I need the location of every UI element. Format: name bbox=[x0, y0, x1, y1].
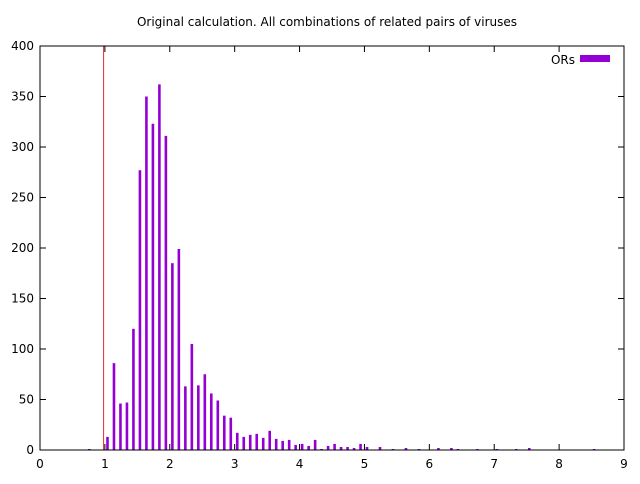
y-tick-label: 50 bbox=[19, 393, 34, 407]
x-tick-label: 3 bbox=[231, 457, 239, 471]
histogram-bar bbox=[171, 263, 174, 450]
y-tick-label: 150 bbox=[11, 292, 34, 306]
y-tick-label: 200 bbox=[11, 241, 34, 255]
histogram-bar bbox=[365, 446, 369, 450]
histogram-bar bbox=[281, 440, 284, 450]
histogram-bar bbox=[112, 363, 116, 450]
histogram-bar bbox=[216, 400, 220, 450]
histogram-bar bbox=[339, 446, 343, 450]
histogram-bar bbox=[119, 403, 122, 450]
y-tick-label: 100 bbox=[11, 342, 34, 356]
histogram-bar bbox=[138, 170, 142, 451]
histogram-bar bbox=[151, 123, 155, 451]
chart-title: Original calculation. All combinations o… bbox=[137, 15, 517, 29]
histogram-bar bbox=[300, 443, 304, 450]
histogram-bar bbox=[222, 415, 226, 450]
histogram-bar bbox=[514, 448, 518, 450]
histogram-bar bbox=[294, 444, 297, 450]
histogram-bar bbox=[106, 436, 109, 450]
histogram-bar bbox=[274, 438, 278, 450]
x-tick-label: 2 bbox=[166, 457, 174, 471]
histogram-bar bbox=[450, 447, 453, 450]
histogram-bar bbox=[417, 448, 421, 450]
histogram-bar bbox=[287, 439, 291, 450]
plot-frame bbox=[39, 45, 625, 451]
x-tick-label: 4 bbox=[296, 457, 304, 471]
histogram-bar bbox=[359, 443, 362, 450]
histogram-bar bbox=[346, 446, 349, 450]
histogram-bar bbox=[352, 447, 356, 450]
histogram-bar bbox=[326, 445, 330, 450]
histogram-bar bbox=[164, 135, 168, 450]
x-tick-label: 0 bbox=[36, 457, 44, 471]
histogram-bar bbox=[229, 417, 233, 450]
histogram-bar bbox=[197, 385, 200, 450]
histogram-bar bbox=[592, 448, 596, 450]
histogram-bar bbox=[313, 439, 317, 450]
y-tick-label: 400 bbox=[11, 39, 34, 53]
histogram-bar bbox=[145, 96, 148, 450]
x-tick-label: 6 bbox=[426, 457, 434, 471]
histogram-bar bbox=[456, 448, 460, 450]
histogram-bar bbox=[248, 434, 252, 450]
x-tick-label: 5 bbox=[361, 457, 369, 471]
x-tick-label: 1 bbox=[101, 457, 109, 471]
legend-swatch-ors bbox=[580, 55, 610, 62]
histogram-bar bbox=[437, 447, 440, 450]
histogram-bar bbox=[255, 433, 259, 450]
histogram-bar bbox=[261, 437, 265, 450]
histogram-bar bbox=[242, 436, 246, 450]
histogram-bar bbox=[190, 343, 194, 450]
histogram-bar bbox=[404, 447, 408, 450]
histogram-bar bbox=[476, 448, 479, 450]
histogram-bar bbox=[125, 402, 129, 450]
histogram-bar bbox=[307, 445, 310, 450]
histogram-bar bbox=[333, 443, 336, 450]
histogram-bar bbox=[320, 448, 323, 450]
legend-label-ors: ORs bbox=[551, 53, 575, 67]
histogram-bar bbox=[235, 432, 239, 450]
histogram-bar bbox=[495, 448, 499, 450]
histogram-bar bbox=[158, 84, 161, 450]
legend: ORs bbox=[551, 53, 610, 67]
histogram-bar bbox=[177, 249, 181, 450]
y-tick-label: 350 bbox=[11, 90, 34, 104]
x-tick-label: 7 bbox=[490, 457, 498, 471]
histogram-bar bbox=[527, 447, 531, 450]
histogram-bar bbox=[203, 374, 207, 450]
histogram-bar bbox=[378, 446, 382, 450]
y-tick-label: 0 bbox=[26, 443, 34, 457]
histogram-bar bbox=[210, 393, 213, 450]
histogram-bar bbox=[132, 328, 135, 450]
histogram-bar bbox=[184, 386, 187, 450]
x-tick-label: 8 bbox=[555, 457, 563, 471]
x-tick-label: 9 bbox=[620, 457, 628, 471]
histogram-bar bbox=[391, 448, 395, 450]
y-tick-label: 250 bbox=[11, 191, 34, 205]
histogram-bar bbox=[88, 448, 91, 450]
histogram-bar bbox=[268, 430, 272, 450]
y-tick-label: 300 bbox=[11, 140, 34, 154]
